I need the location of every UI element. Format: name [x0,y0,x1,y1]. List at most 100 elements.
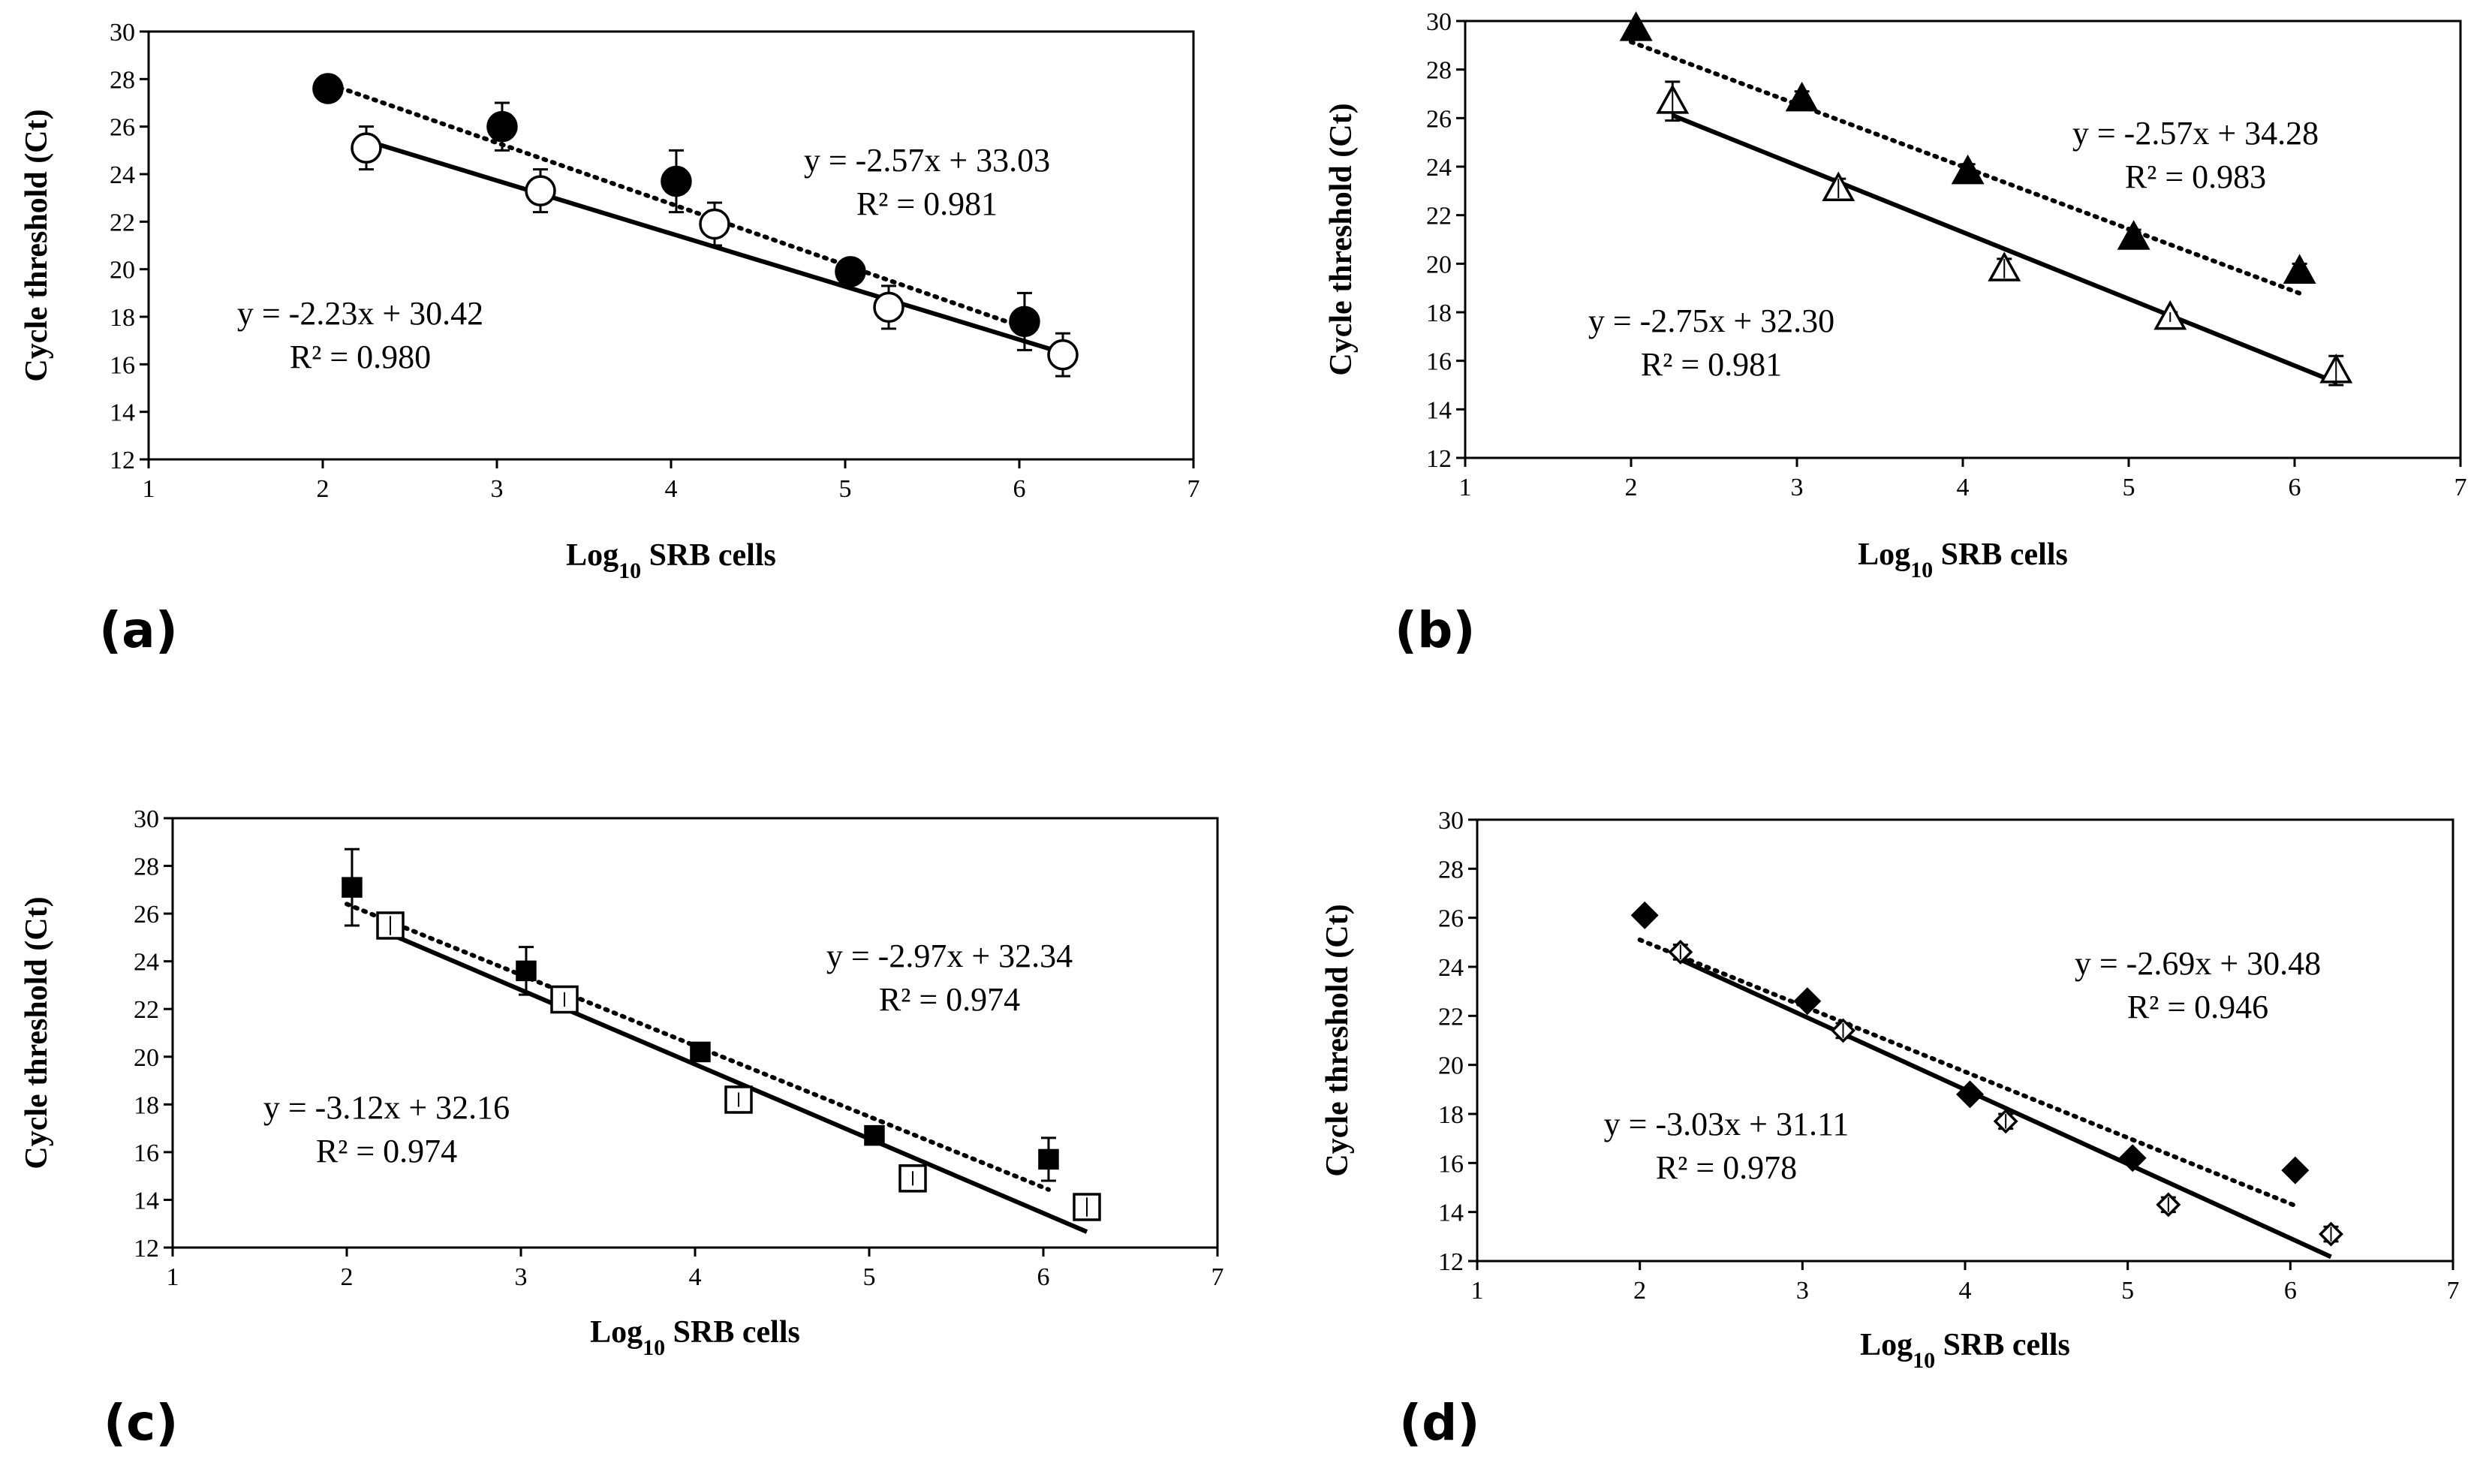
equation-open: y = -3.03x + 31.11 [1604,1106,1849,1142]
y-axis-title: Cycle threshold (Ct) [20,896,54,1169]
x-axis-title: Log10 SRB cells [1860,1328,2070,1373]
y-tick-label: 14 [1438,1200,1464,1227]
x-tick-label: 5 [839,475,852,503]
y-tick-label: 18 [1426,300,1452,327]
series-filled: y = -2.57x + 33.03 R² = 0.981 [312,73,1050,351]
y-tick-label: 28 [134,853,159,881]
equation-open: y = -2.23x + 30.42 [237,295,483,332]
data-point-open [351,132,382,164]
data-point-open [525,175,556,206]
panel-label: (c) [104,1394,178,1452]
r-squared-filled: R² = 0.983 [2125,158,2266,195]
data-point-open [699,208,730,240]
y-tick-label: 12 [134,1235,159,1263]
r-squared-open: R² = 0.980 [290,339,431,375]
equation-open: y = -2.75x + 32.30 [1588,303,1834,339]
equation-filled: y = -2.57x + 33.03 [804,142,1050,179]
y-tick-label: 18 [110,304,135,332]
data-point-filled [661,165,692,197]
x-tick-label: 1 [1471,1277,1484,1305]
y-tick-label: 20 [1426,251,1452,278]
equation-open: y = -3.12x + 32.16 [263,1089,510,1126]
trendline-open [1672,113,2337,385]
series-open: y = -2.23x + 30.42 R² = 0.980 [237,125,1079,378]
plot-frame [1476,818,2454,1263]
y-tick-label: 14 [134,1187,159,1215]
x-tick-label: 5 [2123,474,2135,501]
series-filled: y = -2.97x + 32.34 R² = 0.974 [342,847,1073,1192]
y-tick-label: 24 [1438,954,1464,982]
x-tick-label: 6 [2289,474,2301,501]
x-tick-label: 3 [491,475,504,503]
r-squared-open: R² = 0.978 [1656,1149,1797,1186]
x-tick-label: 2 [1625,474,1638,501]
x-tick-label: 3 [515,1263,528,1291]
x-tick-label: 4 [1959,1277,1972,1305]
x-tick-label: 5 [863,1263,876,1291]
y-tick-label: 14 [110,399,135,427]
x-tick-label: 7 [2454,474,2467,501]
trendline-open [1679,957,2332,1260]
series-open: y = -2.75x + 32.30 R² = 0.981 [1588,80,2353,387]
data-point-open [724,1085,753,1114]
y-tick-label: 26 [134,901,159,929]
y-tick-label: 30 [110,19,135,47]
x-tick-label: 2 [317,475,330,503]
x-tick-label: 2 [341,1263,354,1291]
y-tick-label: 16 [1426,348,1452,376]
x-tick-label: 5 [2121,1277,2134,1305]
r-squared-filled: R² = 0.974 [879,981,1020,1018]
y-tick-label: 20 [1438,1052,1464,1080]
trendline-filled [321,79,1027,330]
series-filled: y = -2.57x + 34.28 R² = 0.983 [1619,11,2319,296]
y-tick-label: 22 [1438,1003,1464,1031]
data-point-filled [2117,220,2150,250]
x-tick-label: 6 [1013,475,1026,503]
x-tick-label: 4 [1957,474,1970,501]
trendline-filled [1637,938,2298,1209]
y-tick-label: 22 [134,996,159,1024]
x-tick-label: 2 [1633,1277,1646,1305]
y-tick-label: 16 [1438,1150,1464,1178]
series-open: y = -3.03x + 31.11 R² = 0.978 [1604,939,2343,1260]
x-tick-label: 6 [1037,1263,1050,1291]
data-point-filled [1951,154,1985,185]
data-point-filled [1009,306,1040,338]
r-squared-filled: R² = 0.946 [2127,989,2268,1025]
data-point-filled [1630,901,1659,929]
y-tick-label: 24 [110,161,135,189]
equation-filled: y = -2.69x + 30.48 [2075,945,2321,982]
equation-filled: y = -2.97x + 32.34 [826,938,1073,974]
r-squared-open: R² = 0.981 [1641,346,1782,383]
y-tick-label: 20 [134,1044,159,1072]
trendline-filled [1629,39,2302,296]
y-tick-label: 12 [110,447,135,474]
y-tick-label: 26 [1426,105,1452,133]
y-tick-label: 24 [1426,154,1452,182]
y-tick-label: 30 [1426,8,1452,36]
y-tick-label: 22 [1426,203,1452,230]
y-tick-label: 28 [1426,57,1452,85]
y-tick-label: 28 [1438,856,1464,883]
panel-label: (d) [1399,1394,1480,1452]
plot-frame [147,30,1195,461]
y-axis-title: Cycle threshold (Ct) [1324,103,1359,375]
data-point-filled [835,256,866,287]
x-tick-label: 1 [1459,474,1472,501]
data-point-filled [516,960,537,982]
x-tick-label: 7 [2447,1277,2460,1305]
series-filled: y = -2.69x + 30.48 R² = 0.946 [1630,901,2321,1209]
x-tick-label: 4 [689,1263,702,1291]
x-tick-label: 1 [143,475,155,503]
y-axis-title: Cycle threshold (Ct) [1320,904,1355,1176]
plot-frame [1464,20,2462,459]
x-axis-title: Log10 SRB cells [1858,537,2068,582]
data-point-open [873,291,904,324]
x-tick-label: 3 [1791,474,1804,501]
x-axis-title: Log10 SRB cells [566,538,776,583]
y-tick-label: 20 [110,257,135,284]
